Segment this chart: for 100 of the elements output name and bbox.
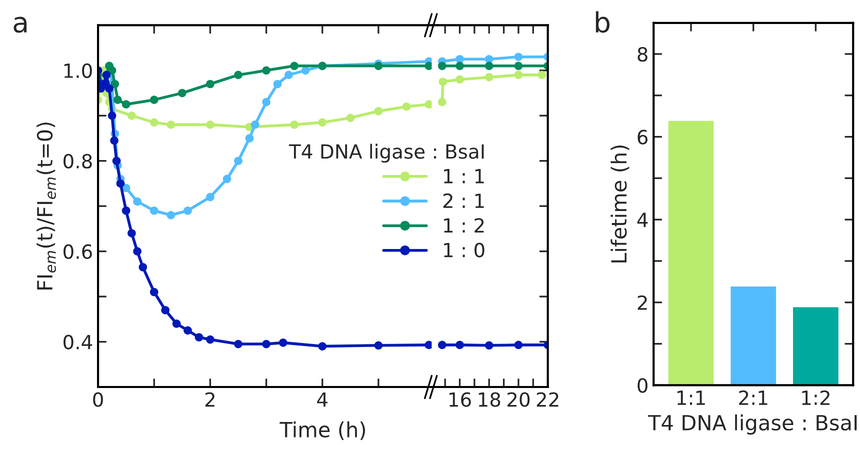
x-tick-label: 2 [205,392,214,407]
point [133,197,142,206]
point [150,288,158,296]
point [234,340,242,348]
point [374,341,383,350]
point [262,340,270,348]
point [318,118,327,127]
point [114,96,122,104]
point [122,100,130,109]
legend-title: T4 DNA ligase : BsaI [288,144,484,163]
point [184,206,192,215]
point [128,111,136,120]
legend-label: 1 : 0 [444,242,484,258]
point [514,340,523,350]
point [112,156,121,166]
point [206,192,214,202]
y-tick-label: 1.0 [64,63,92,78]
point [438,340,446,350]
point [184,326,192,335]
point [245,134,254,142]
point [402,102,411,111]
point [234,70,242,80]
bar [729,285,778,386]
x-tick-label: 22 [536,392,558,407]
point [278,338,288,347]
point [108,111,116,120]
legend-label: 2 : 1 [443,193,484,208]
point [206,120,214,129]
point [514,70,523,80]
point [424,340,432,350]
point [484,341,494,350]
x-axis-title: Time (h) [280,421,366,440]
point [484,62,494,70]
y-tick-label: 6 [638,130,648,144]
bar [666,120,716,386]
point [284,70,293,80]
y-tick-label: 2 [638,295,647,310]
point [234,156,242,166]
point [374,106,383,116]
point [150,96,158,104]
x-axis-title: T4 DNA ligase : BsaI [648,414,857,435]
x-tick-label: 1:1 [678,390,705,405]
point [438,98,446,106]
point [110,80,120,88]
point [166,120,176,129]
point [456,340,464,350]
x-tick-label: 20 [508,392,530,407]
point [194,333,204,342]
legend-label: 1 : 2 [444,218,484,233]
point [133,247,142,256]
point [318,342,327,350]
point [110,136,118,145]
y-tick-label: 8 [638,46,648,62]
point [206,80,214,88]
y-axis-title: Lifetime (h) [610,146,630,262]
point [514,62,523,70]
point [456,62,464,70]
x-tick-label: 0 [93,392,103,407]
text: a [14,16,27,33]
point [166,210,176,220]
point [456,75,464,84]
x-tick-label: 18 [478,392,500,407]
point [161,306,170,314]
point [172,320,181,328]
text: b [596,11,610,33]
point [374,62,383,70]
y-axis-title: FI$_{em}$(t)/FI$_{em}$(t=0) [36,122,56,290]
point [102,70,111,80]
point [290,62,298,70]
point [150,206,158,215]
point [538,70,546,80]
point [514,52,523,62]
point [122,206,130,215]
point [424,100,432,109]
point [150,118,158,127]
point [484,54,494,64]
y-tick-label: 0.6 [64,244,92,259]
point [290,120,298,129]
point [424,62,432,70]
y-tick-label: 0.4 [64,334,92,350]
legend-label: 1 : 1 [444,169,484,184]
point [262,66,270,75]
point [484,73,494,82]
point [346,114,355,122]
point [116,179,125,188]
point [178,88,186,98]
x-tick-label: 4 [317,392,328,407]
point [438,62,446,70]
point [105,84,114,93]
point [250,120,260,129]
point [128,229,136,238]
point [206,335,214,344]
point [222,174,232,184]
x-tick-label: 16 [450,392,471,407]
y-tick-label: 0 [638,378,648,393]
y-tick-label: 4 [637,212,648,227]
point [273,80,282,88]
point [138,262,148,272]
point [438,78,448,86]
x-tick-label: 1:2 [802,390,830,405]
